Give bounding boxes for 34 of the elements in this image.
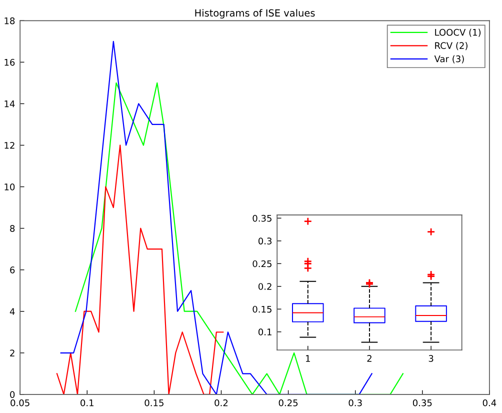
y-tick-label: 8	[10, 225, 15, 232]
y-tick-label: 14	[4, 100, 15, 108]
y-tick-label: 0.15	[252, 306, 272, 313]
y-tick-label: 6	[10, 266, 15, 274]
legend-label: Var (3)	[434, 55, 464, 64]
x-tick-label: 0.4	[482, 399, 496, 406]
y-tick-label: 0.25	[252, 260, 272, 268]
legend-label: RCV (2)	[435, 42, 468, 50]
x-tick-label: 0.3	[348, 399, 362, 406]
chart-title: Histograms of ISE values	[195, 9, 315, 19]
y-tick-label: 4	[10, 308, 15, 315]
x-tick-label: 0.25	[278, 399, 298, 406]
legend-label: LOOCV (1)	[435, 28, 481, 37]
y-tick-label: 0.1	[258, 328, 272, 336]
x-tick-label: 0.05	[10, 399, 30, 406]
y-tick-label: 0.35	[252, 214, 272, 222]
x-tick-label: 0.35	[412, 399, 432, 406]
y-tick-label: 2	[10, 350, 14, 356]
y-tick-label: 0.3	[258, 238, 272, 244]
y-tick-label: 16	[4, 58, 15, 66]
y-tick-label: 0	[10, 391, 15, 398]
line-series	[74, 82, 404, 394]
y-tick-label: 18	[4, 17, 15, 24]
line-series	[60, 40, 372, 394]
x-tick-label: 3	[428, 355, 434, 362]
x-tick-label: 1	[306, 355, 310, 362]
y-tick-label: 10	[4, 183, 15, 190]
x-tick-label: 0.2	[214, 399, 228, 406]
y-tick-label: 0.2	[258, 283, 272, 290]
x-tick-label: 0.15	[144, 399, 164, 406]
line-series	[56, 144, 224, 394]
x-tick-label: 0.1	[80, 399, 94, 406]
y-tick-label: 12	[4, 142, 14, 149]
x-tick-label: 2	[367, 355, 372, 362]
